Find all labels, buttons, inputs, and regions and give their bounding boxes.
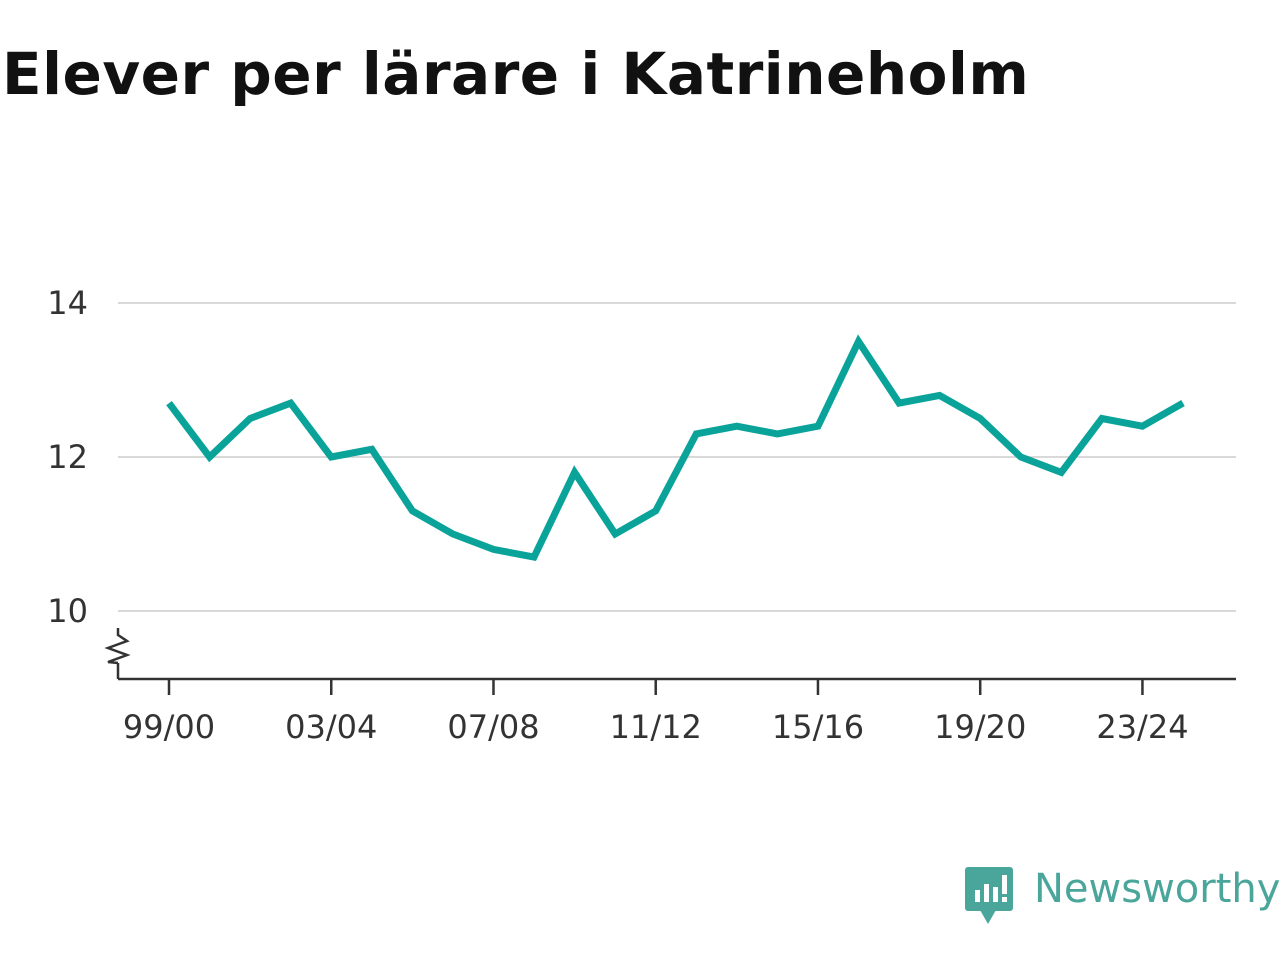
x-tick-label-15/16: 15/16 — [772, 708, 864, 746]
y-axis-ticks: 10 12 14 — [47, 284, 88, 630]
chart-title: Elever per lärare i Katrineholm — [2, 40, 1030, 108]
series-line-0 — [166, 334, 1185, 562]
x-tick-label-11/12: 11/12 — [610, 708, 702, 746]
x-tick-label-03/04: 03/04 — [285, 708, 377, 746]
y-tick-label-14: 14 — [47, 284, 88, 322]
y-tick-label-10: 10 — [47, 592, 88, 630]
brand-name: Newsworthy — [1034, 866, 1280, 912]
y-axis-break-mark — [104, 628, 131, 665]
gridlines — [118, 302, 1236, 612]
x-tick-label-19/20: 19/20 — [934, 708, 1026, 746]
bar-chart-speech-bubble-icon — [965, 867, 1013, 924]
x-axis-ticks: 99/00 03/04 07/08 11/12 15/16 19/20 23/24 — [123, 679, 1189, 746]
x-tick-label-23/24: 23/24 — [1096, 708, 1188, 746]
series — [166, 334, 1185, 562]
x-tick-label-99/00: 99/00 — [123, 708, 215, 746]
y-tick-label-12: 12 — [47, 438, 88, 476]
newsworthy-logo: Newsworthy — [964, 866, 1280, 926]
x-tick-label-07/08: 07/08 — [447, 708, 539, 746]
axes — [104, 628, 1236, 681]
